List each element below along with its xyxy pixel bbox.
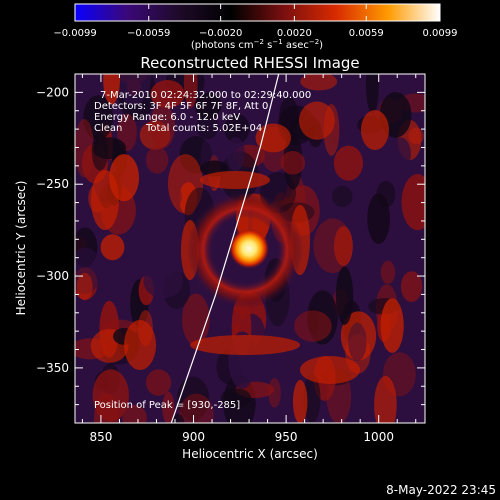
colorbar-tick-label: −0.0059 xyxy=(127,28,170,39)
y-axis-label: Heliocentric Y (arcsec) xyxy=(14,181,28,316)
texture-blob xyxy=(294,310,332,342)
texture-blob xyxy=(292,379,308,423)
colorbar-tick-label: 0.0099 xyxy=(423,28,458,39)
texture-blob xyxy=(162,391,175,423)
texture-blob xyxy=(226,136,245,172)
texture-blob xyxy=(340,311,377,361)
texture-blob xyxy=(303,373,321,423)
texture-blob xyxy=(145,369,172,396)
annotation-clean: Clean xyxy=(94,123,122,134)
texture-blob xyxy=(196,112,219,140)
annotation-total-counts: Total counts: 5.02E+04 xyxy=(145,123,262,134)
x-tick-label: 850 xyxy=(89,430,112,444)
texture-blob xyxy=(268,378,281,408)
texture-arc xyxy=(190,335,300,355)
colorbar-tick-label: −0.0020 xyxy=(199,28,242,39)
annotation-peak-position: Position of Peak = [930,-285] xyxy=(94,400,240,411)
texture-blob xyxy=(145,146,169,174)
texture-blob xyxy=(335,266,354,325)
colorbar-tick-label: 0.0059 xyxy=(349,28,384,39)
y-tick-label: −300 xyxy=(36,269,69,283)
texture-blob xyxy=(103,74,120,105)
texture-blob xyxy=(149,103,176,149)
image-texture xyxy=(75,74,425,423)
texture-blob xyxy=(380,298,404,353)
texture-blob xyxy=(401,174,425,231)
y-axis-ticks: −200 −250 −300 −350 xyxy=(36,73,425,406)
x-axis-label: Heliocentric X (arcsec) xyxy=(182,447,318,461)
texture-blob xyxy=(332,185,353,208)
x-tick-label: 950 xyxy=(275,430,298,444)
texture-blob xyxy=(76,272,93,301)
texture-arc xyxy=(300,356,360,384)
x-tick-label: 900 xyxy=(182,430,205,444)
texture-blob xyxy=(92,369,130,422)
colorbar-gradient xyxy=(74,3,441,22)
colorbar-tick-label: 0.0020 xyxy=(277,28,312,39)
annotation-detectors: Detectors: 3F 4F 5F 6F 7F 8F, Att 0 xyxy=(94,101,268,112)
texture-blob xyxy=(390,137,411,171)
texture-blob xyxy=(313,218,353,274)
texture-blob xyxy=(333,145,364,181)
annotation-time-range: 7-Mar-2010 02:24:32.000 to 02:29:40.000 xyxy=(100,90,311,101)
texture-blob xyxy=(408,127,424,145)
colorbar: −0.0099 −0.0059 −0.0020 0.0020 0.0059 0.0099 … xyxy=(53,3,458,51)
texture-blob xyxy=(224,113,250,144)
y-tick-label: −350 xyxy=(36,361,69,375)
footer-date: 8-May-2022 23:45 xyxy=(386,483,496,497)
texture-blob xyxy=(178,393,214,423)
texture-arc xyxy=(91,170,119,230)
chart-title: Reconstructed RHESSI Image xyxy=(140,54,359,72)
texture-arc xyxy=(200,171,270,189)
texture-blob xyxy=(122,404,147,423)
texture-blob xyxy=(365,74,379,114)
texture-blob xyxy=(143,263,184,299)
texture-blob xyxy=(75,119,95,178)
texture-blob xyxy=(100,234,125,261)
texture-blob xyxy=(183,74,198,108)
x-axis-ticks: 850 900 950 1000 xyxy=(81,74,417,444)
texture-blob xyxy=(194,92,222,119)
texture-blob xyxy=(400,271,423,302)
colorbar-unit-label: (photons cm−2 s−1 asec−2) xyxy=(191,38,323,51)
annotation-energy-range: Energy Range: 6.0 - 12.0 keV xyxy=(94,112,240,123)
x-tick-label: 1000 xyxy=(363,430,394,444)
texture-blob xyxy=(334,226,353,267)
texture-blob xyxy=(348,322,367,362)
y-tick-label: −250 xyxy=(36,177,69,191)
texture-blob xyxy=(150,80,185,109)
solar-limb-line xyxy=(170,74,280,423)
image-area xyxy=(75,74,425,423)
texture-blob xyxy=(91,132,109,171)
texture-blob xyxy=(177,376,210,421)
texture-blob xyxy=(367,193,390,244)
colorbar-ticks: −0.0099 −0.0059 −0.0020 0.0020 0.0059 0.0099 xyxy=(53,4,458,39)
y-tick-label: −200 xyxy=(36,85,69,99)
colorbar-tick-label: −0.0099 xyxy=(53,28,96,39)
texture-arc xyxy=(124,320,156,370)
plot-frame xyxy=(74,73,426,424)
texture-blob xyxy=(298,101,335,140)
texture-blob xyxy=(220,388,252,408)
texture-blob xyxy=(380,260,396,284)
texture-blob xyxy=(410,74,425,98)
texture-arc xyxy=(361,110,389,150)
peak-source xyxy=(229,228,270,269)
texture-blob xyxy=(115,74,152,105)
texture-blob xyxy=(280,151,306,175)
texture-blob xyxy=(374,376,397,423)
texture-blob xyxy=(300,74,338,91)
